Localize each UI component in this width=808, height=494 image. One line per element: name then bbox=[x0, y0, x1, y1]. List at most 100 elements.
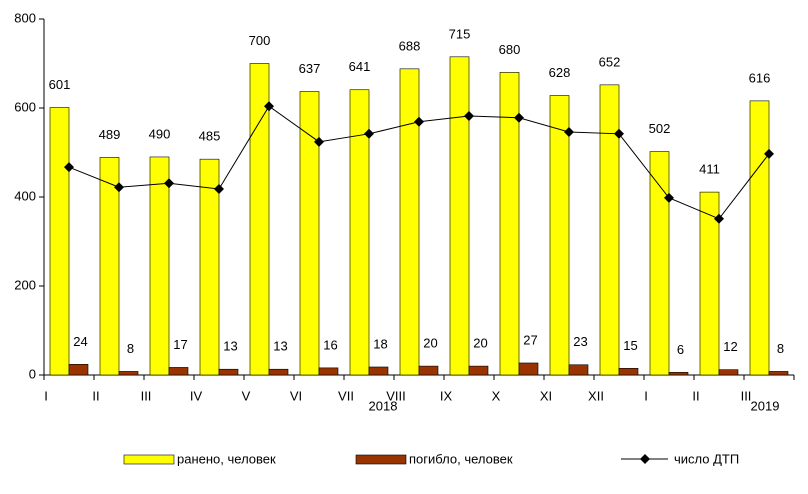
data-label: 18 bbox=[373, 336, 387, 351]
marker bbox=[714, 213, 724, 224]
marker bbox=[264, 101, 274, 112]
data-label: 652 bbox=[599, 54, 621, 69]
x-tick-label: III bbox=[741, 388, 752, 403]
bar bbox=[618, 368, 639, 376]
bar bbox=[268, 368, 289, 376]
x-tick-label: XI bbox=[540, 388, 552, 403]
legend-label: погибло, человек bbox=[409, 451, 513, 466]
y-tick-label: 0 bbox=[29, 366, 36, 381]
bar bbox=[749, 100, 770, 376]
annotation: 2019 bbox=[751, 398, 780, 413]
data-label: 23 bbox=[573, 334, 587, 349]
data-label: 24 bbox=[73, 334, 87, 349]
data-label: 715 bbox=[449, 26, 471, 41]
data-label: 700 bbox=[249, 33, 271, 48]
bar bbox=[768, 371, 789, 376]
bar bbox=[199, 158, 220, 376]
marker bbox=[164, 178, 174, 189]
data-label: 601 bbox=[49, 77, 71, 92]
bar bbox=[299, 91, 320, 376]
legend-label: ранено, человек bbox=[177, 451, 276, 466]
legend-swatch bbox=[123, 454, 175, 465]
data-label: 616 bbox=[749, 70, 771, 85]
bar bbox=[249, 63, 270, 376]
marker bbox=[464, 111, 474, 122]
marker bbox=[414, 116, 424, 127]
bar bbox=[118, 371, 139, 376]
data-label: 485 bbox=[199, 129, 221, 144]
marker bbox=[64, 162, 74, 173]
bar bbox=[399, 68, 420, 376]
marker bbox=[114, 182, 124, 193]
data-label: 20 bbox=[423, 336, 437, 351]
bar bbox=[449, 56, 470, 376]
bar bbox=[668, 372, 689, 376]
x-tick-label: V bbox=[242, 388, 251, 403]
marker bbox=[764, 148, 774, 159]
data-label: 411 bbox=[699, 162, 720, 177]
data-label: 17 bbox=[173, 337, 187, 352]
x-tick-label: X bbox=[492, 388, 501, 403]
data-label: 637 bbox=[299, 61, 321, 76]
data-label: 8 bbox=[777, 341, 784, 356]
y-tick-label: 200 bbox=[14, 277, 36, 292]
data-label: 6 bbox=[677, 342, 684, 357]
data-label: 20 bbox=[473, 336, 487, 351]
marker bbox=[364, 128, 374, 139]
x-tick-label: III bbox=[141, 388, 152, 403]
bar bbox=[649, 151, 670, 376]
x-tick-label: XII bbox=[588, 388, 604, 403]
bar bbox=[568, 364, 589, 376]
data-label: 8 bbox=[127, 341, 134, 356]
marker bbox=[664, 192, 674, 203]
x-tick-label: II bbox=[692, 388, 699, 403]
x-tick-label: VIII bbox=[386, 388, 406, 403]
bar bbox=[468, 365, 489, 376]
y-tick-label: 400 bbox=[14, 188, 36, 203]
data-label: 16 bbox=[323, 337, 337, 352]
data-label: 688 bbox=[399, 38, 421, 53]
bar bbox=[599, 84, 620, 376]
data-label: 12 bbox=[723, 339, 737, 354]
legend-marker bbox=[640, 454, 650, 464]
bar bbox=[218, 368, 239, 376]
marker bbox=[514, 112, 524, 123]
marker bbox=[564, 127, 574, 138]
bar bbox=[699, 191, 720, 376]
x-tick-label: VI bbox=[290, 388, 302, 403]
legend-swatch bbox=[355, 454, 407, 465]
data-label: 490 bbox=[149, 126, 171, 141]
y-tick-label: 600 bbox=[14, 99, 36, 114]
bar bbox=[499, 72, 520, 376]
data-label: 628 bbox=[549, 65, 571, 80]
data-label: 15 bbox=[623, 338, 637, 353]
marker bbox=[214, 183, 224, 194]
x-tick-label: I bbox=[44, 388, 48, 403]
y-tick-label: 800 bbox=[14, 10, 36, 25]
data-label: 13 bbox=[223, 339, 237, 354]
bar bbox=[549, 95, 570, 376]
x-tick-label: IX bbox=[440, 388, 453, 403]
bar bbox=[68, 364, 89, 376]
x-tick-label: VII bbox=[338, 388, 354, 403]
bar bbox=[368, 366, 389, 376]
marker bbox=[614, 128, 624, 139]
annotation: 2018 bbox=[369, 398, 398, 413]
bar bbox=[318, 367, 339, 376]
x-tick-label: IV bbox=[190, 388, 203, 403]
bar bbox=[49, 107, 70, 376]
legend-label: число ДТП bbox=[674, 451, 739, 466]
data-label: 13 bbox=[273, 339, 287, 354]
data-label: 641 bbox=[349, 59, 371, 74]
bar bbox=[349, 89, 370, 376]
data-label: 27 bbox=[523, 332, 537, 347]
data-label: 680 bbox=[499, 42, 521, 57]
x-tick-label: I bbox=[644, 388, 648, 403]
bar bbox=[418, 365, 439, 376]
data-label: 489 bbox=[99, 127, 121, 142]
marker bbox=[314, 136, 324, 147]
bar bbox=[168, 367, 189, 376]
data-label: 502 bbox=[649, 121, 671, 136]
bar bbox=[518, 362, 539, 376]
